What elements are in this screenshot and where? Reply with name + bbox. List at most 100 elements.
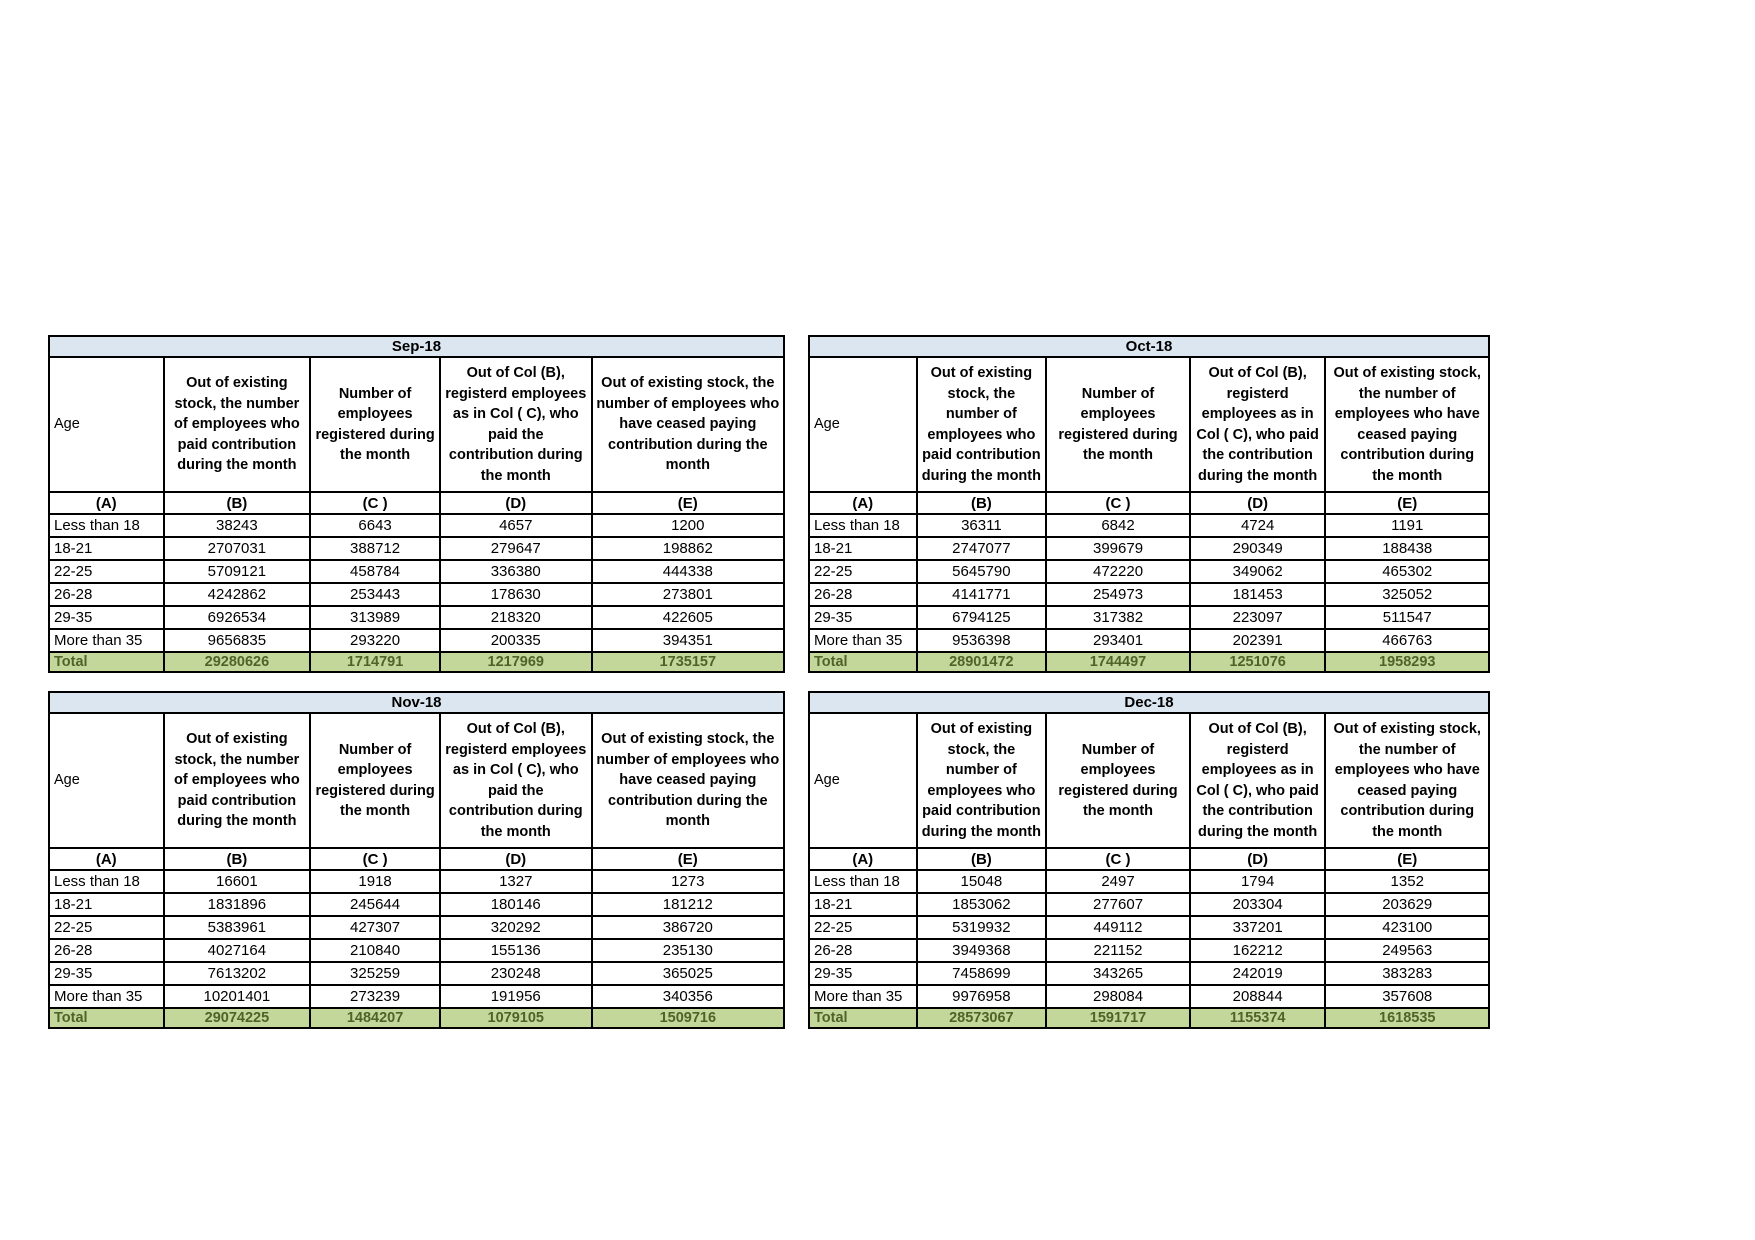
total-row: Total 29280626 1714791 1217969 1735157 (48, 651, 786, 673)
title-row: Oct-18 (808, 335, 1490, 358)
value-cell: 444338 (590, 559, 786, 584)
header-row: Age Out of existing stock, the number of… (808, 712, 1490, 849)
age-cell: 29-35 (808, 961, 918, 986)
total-value: 1591717 (1045, 1007, 1191, 1029)
age-cell: Less than 18 (808, 513, 918, 538)
value-cell: 245644 (309, 892, 441, 917)
value-cell: 235130 (590, 938, 786, 963)
code-cell: (B) (915, 491, 1048, 515)
code-cell: (A) (48, 847, 165, 871)
value-cell: 336380 (438, 559, 593, 584)
total-value: 1484207 (309, 1007, 441, 1029)
age-header: Age (808, 712, 918, 849)
value-cell: 178630 (438, 582, 593, 607)
code-cell: (D) (1188, 847, 1327, 871)
table-row: Less than 18 38243 6643 4657 1200 (48, 513, 786, 538)
table-row: Less than 18 16601 1918 1327 1273 (48, 869, 786, 894)
code-cell: (C ) (1045, 847, 1191, 871)
value-cell: 1831896 (162, 892, 312, 917)
total-value: 1958293 (1324, 651, 1490, 673)
code-row: (A) (B) (C ) (D) (E) (48, 491, 786, 515)
code-cell: (A) (808, 491, 918, 515)
table-row: 22-25 5319932 449112 337201 423100 (808, 915, 1490, 940)
value-cell: 298084 (1045, 984, 1191, 1009)
value-cell: 223097 (1188, 605, 1327, 630)
value-cell: 290349 (1188, 536, 1327, 561)
value-cell: 253443 (309, 582, 441, 607)
age-cell: 26-28 (48, 938, 165, 963)
value-cell: 4724 (1188, 513, 1327, 538)
code-cell: (E) (1324, 847, 1490, 871)
age-cell: 18-21 (48, 536, 165, 561)
age-cell: 22-25 (808, 915, 918, 940)
table-row: 22-25 5645790 472220 349062 465302 (808, 559, 1490, 584)
total-value: 1155374 (1188, 1007, 1327, 1029)
table-row: 18-21 2747077 399679 290349 188438 (808, 536, 1490, 561)
value-cell: 7613202 (162, 961, 312, 986)
value-cell: 349062 (1188, 559, 1327, 584)
value-cell: 38243 (162, 513, 312, 538)
title-row: Sep-18 (48, 335, 785, 358)
value-cell: 365025 (590, 961, 786, 986)
table-row: Less than 18 15048 2497 1794 1352 (808, 869, 1490, 894)
value-cell: 9656835 (162, 628, 312, 653)
value-cell: 188438 (1324, 536, 1490, 561)
total-value: 1618535 (1324, 1007, 1490, 1029)
total-value: 1217969 (438, 651, 593, 673)
value-cell: 3949368 (915, 938, 1048, 963)
code-cell: (E) (590, 847, 786, 871)
age-cell: More than 35 (48, 628, 165, 653)
value-cell: 458784 (309, 559, 441, 584)
total-value: 29074225 (162, 1007, 312, 1029)
value-cell: 465302 (1324, 559, 1490, 584)
value-cell: 386720 (590, 915, 786, 940)
table-row: More than 35 9656835 293220 200335 394351 (48, 628, 786, 653)
table-body: Less than 18 38243 6643 4657 1200 18-21 270703… (48, 513, 786, 653)
value-cell: 325259 (309, 961, 441, 986)
total-value: 1714791 (309, 651, 441, 673)
age-cell: 22-25 (808, 559, 918, 584)
total-value: 28901472 (915, 651, 1048, 673)
value-cell: 5645790 (915, 559, 1048, 584)
value-cell: 180146 (438, 892, 593, 917)
code-cell: (D) (1188, 491, 1327, 515)
code-cell: (C ) (309, 847, 441, 871)
table-row: 29-35 7458699 343265 242019 383283 (808, 961, 1490, 986)
value-cell: 200335 (438, 628, 593, 653)
column-header: Out of existing stock, the number of emp… (1324, 356, 1490, 493)
value-cell: 4027164 (162, 938, 312, 963)
value-cell: 472220 (1045, 559, 1191, 584)
table-row: 26-28 3949368 221152 162212 249563 (808, 938, 1490, 963)
table-title: Oct-18 (808, 335, 1490, 358)
value-cell: 221152 (1045, 938, 1191, 963)
table-row: More than 35 10201401 273239 191956 340356 (48, 984, 786, 1009)
value-cell: 1794 (1188, 869, 1327, 894)
value-cell: 2707031 (162, 536, 312, 561)
code-cell: (C ) (309, 491, 441, 515)
value-cell: 198862 (590, 536, 786, 561)
value-cell: 6794125 (915, 605, 1048, 630)
value-cell: 1327 (438, 869, 593, 894)
column-header: Out of existing stock, the number of emp… (590, 712, 786, 849)
code-row: (A) (B) (C ) (D) (E) (808, 491, 1490, 515)
code-cell: (B) (162, 847, 312, 871)
value-cell: 466763 (1324, 628, 1490, 653)
age-cell: 18-21 (808, 536, 918, 561)
value-cell: 1853062 (915, 892, 1048, 917)
month-table: Nov-18 Age Out of existing stock, the nu… (48, 691, 786, 1029)
value-cell: 337201 (1188, 915, 1327, 940)
table-row: 22-25 5709121 458784 336380 444338 (48, 559, 786, 584)
age-cell: 29-35 (48, 961, 165, 986)
age-cell: 26-28 (808, 938, 918, 963)
value-cell: 313989 (309, 605, 441, 630)
value-cell: 5709121 (162, 559, 312, 584)
age-cell: 29-35 (48, 605, 165, 630)
value-cell: 155136 (438, 938, 593, 963)
code-cell: (D) (438, 491, 593, 515)
code-cell: (A) (808, 847, 918, 871)
total-row: Total 28901472 1744497 1251076 1958293 (808, 651, 1490, 673)
month-table: Sep-18 Age Out of existing stock, the nu… (48, 335, 786, 673)
title-row: Dec-18 (808, 691, 1490, 714)
table-row: Less than 18 36311 6842 4724 1191 (808, 513, 1490, 538)
value-cell: 6643 (309, 513, 441, 538)
